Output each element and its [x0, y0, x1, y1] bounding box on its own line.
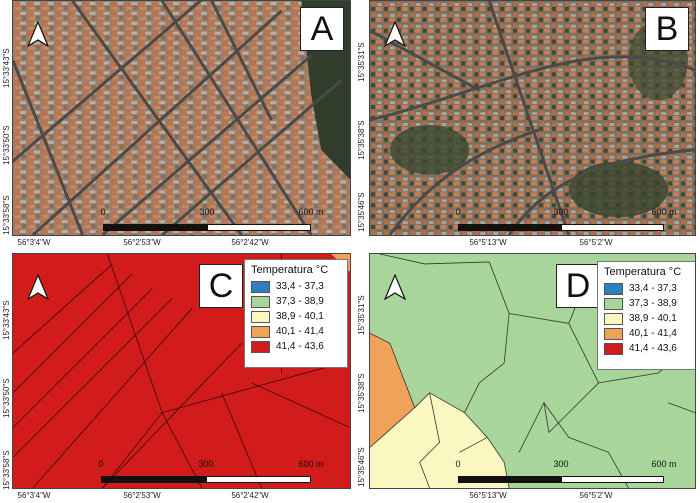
panel-letter: B [645, 7, 689, 51]
lat-label: 15°33'43"S [2, 300, 11, 340]
panel-c: C Temperatura °C 33,4 - 37,3 37,3 - 38,9… [12, 253, 351, 489]
legend-item: 40,1 - 41,4 [604, 326, 690, 341]
legend: Temperatura °C 33,4 - 37,3 37,3 - 38,9 3… [244, 259, 348, 368]
aerial-image-b [370, 1, 695, 235]
lat-label: 15°33'58"S [2, 450, 11, 490]
legend-item: 37,3 - 38,9 [604, 296, 690, 311]
scale-label: 600 m [298, 207, 324, 217]
lon-label: 56°5'13"W [469, 491, 507, 500]
panel-letter: D [556, 264, 600, 308]
lon-label: 56°2'53"W [123, 491, 161, 500]
lat-label: 15°35'46"S [357, 447, 366, 487]
aerial-image-a [13, 1, 350, 235]
lon-label: 56°5'2"W [579, 491, 613, 500]
north-arrow-icon [27, 274, 49, 300]
north-arrow-icon [384, 274, 406, 300]
scale-label: 0 [455, 459, 461, 469]
legend: Temperatura °C 33,4 - 37,3 37,3 - 38,9 3… [597, 261, 695, 370]
lat-label: 15°35'31"S [357, 42, 366, 82]
scale-bar: 0 300 600 m [455, 207, 677, 231]
lat-label: 15°35'46"S [357, 192, 366, 232]
scale-label: 0 [100, 207, 106, 217]
lat-label: 15°33'58"S [2, 195, 11, 235]
lon-label: 56°5'2"W [579, 238, 613, 247]
scale-label: 600 m [651, 459, 677, 469]
lat-label: 15°33'50"S [2, 378, 11, 418]
legend-item: 37,3 - 38,9 [251, 294, 341, 309]
lat-label: 15°35'31"S [357, 295, 366, 335]
scale-label: 300 [198, 459, 214, 469]
panel-d: D Temperatura °C 33,4 - 37,3 37,3 - 38,9… [369, 253, 696, 489]
lon-label: 56°3'4"W [17, 238, 51, 247]
lat-label: 15°33'43"S [2, 48, 11, 88]
north-arrow-icon [27, 21, 49, 47]
panel-letter: C [199, 264, 243, 308]
lon-label: 56°5'13"W [469, 238, 507, 247]
scale-label: 600 m [651, 207, 677, 217]
scale-label: 600 m [298, 459, 324, 469]
legend-title: Temperatura °C [251, 264, 329, 276]
legend-item: 33,4 - 37,3 [251, 279, 341, 294]
legend-item: 40,1 - 41,4 [251, 324, 341, 339]
legend-item: 38,9 - 40,1 [604, 311, 690, 326]
legend-item: 38,9 - 40,1 [251, 309, 341, 324]
lat-label: 15°35'38"S [357, 120, 366, 160]
lon-label: 56°2'42"W [231, 238, 269, 247]
scale-bar: 0 300 600 m [100, 207, 324, 231]
panel-b: B 0 300 600 m [369, 0, 696, 236]
panel-a: A 0 300 600 m [12, 0, 351, 236]
scale-label: 300 [553, 459, 569, 469]
legend-item: 33,4 - 37,3 [604, 281, 690, 296]
scale-bar: 0 300 600 m [98, 459, 324, 483]
lon-label: 56°3'4"W [17, 491, 51, 500]
legend-item: 41,4 - 43,6 [604, 341, 690, 356]
north-arrow-icon [384, 21, 406, 47]
legend-item: 41,4 - 43,6 [251, 339, 341, 354]
panel-letter: A [300, 7, 344, 51]
scale-label: 0 [455, 207, 461, 217]
lon-label: 56°2'53"W [123, 238, 161, 247]
scale-label: 0 [98, 459, 104, 469]
lat-label: 15°33'50"S [2, 125, 11, 165]
scale-label: 300 [199, 207, 215, 217]
scale-label: 300 [553, 207, 569, 217]
lat-label: 15°35'38"S [357, 373, 366, 413]
scale-bar: 0 300 600 m [455, 459, 677, 483]
lon-label: 56°2'42"W [231, 491, 269, 500]
legend-title: Temperatura °C [604, 266, 682, 278]
